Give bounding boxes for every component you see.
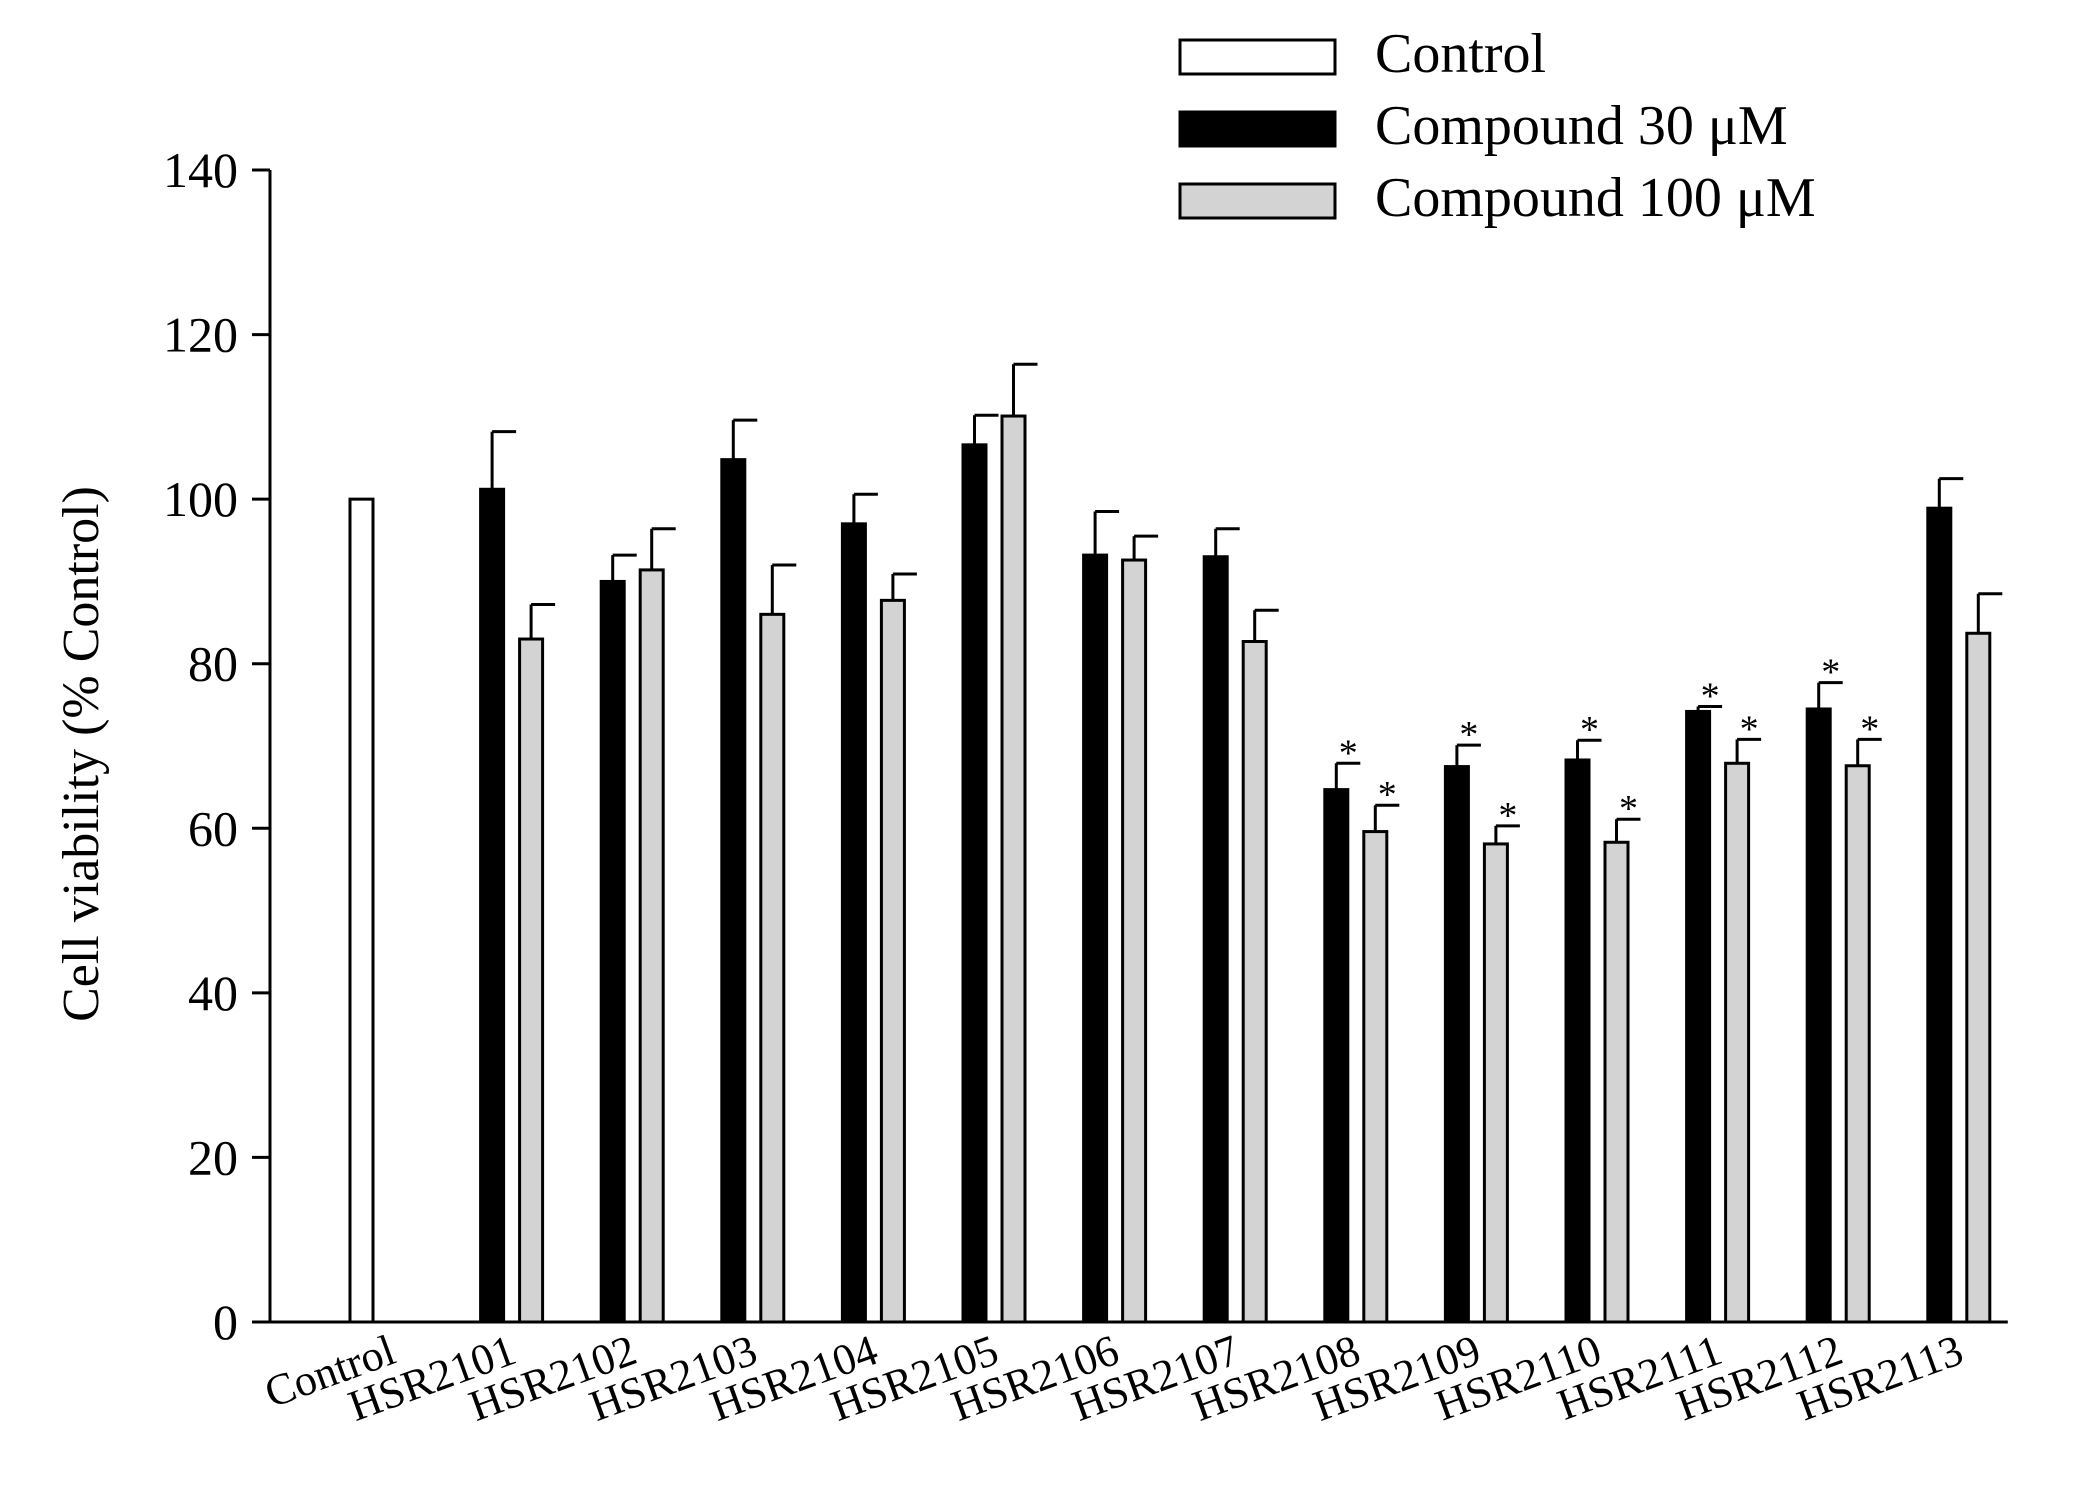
bar <box>1965 631 1992 1324</box>
bar <box>840 522 867 1324</box>
legend-swatch <box>1178 182 1337 220</box>
legend-swatch <box>1178 38 1337 76</box>
bar <box>348 497 375 1324</box>
bar <box>1926 506 1953 1324</box>
bar <box>479 487 506 1324</box>
y-tick-label: 0 <box>213 1294 238 1350</box>
significance-marker: * <box>1821 652 1840 694</box>
bar <box>1202 555 1229 1324</box>
y-tick-label: 20 <box>188 1129 238 1185</box>
y-tick-label: 140 <box>163 142 238 198</box>
error-bars-group <box>490 362 2003 844</box>
significance-marker: * <box>1580 709 1599 751</box>
significance-marker: * <box>1498 795 1517 837</box>
bar <box>1323 788 1350 1324</box>
significance-marker: * <box>1619 788 1638 830</box>
x-axis: ControlHSR2101HSR2102HSR2103HSR2104HSR21… <box>258 1320 2008 1431</box>
y-axis-label: Cell viability (% Control) <box>53 486 110 1022</box>
bar <box>720 458 747 1324</box>
bar <box>1844 764 1871 1324</box>
bar <box>1241 639 1268 1324</box>
bar <box>879 598 906 1324</box>
bar <box>1603 840 1630 1324</box>
bar <box>1724 761 1751 1324</box>
bar <box>518 637 545 1324</box>
bar <box>599 579 626 1324</box>
bar <box>1805 707 1832 1324</box>
bar <box>1564 758 1591 1324</box>
significance-markers-group: * * * * * * * * * * <box>1339 652 1879 837</box>
bar <box>759 612 786 1324</box>
bar <box>1362 830 1389 1324</box>
y-tick-label: 40 <box>188 965 238 1021</box>
bars-group <box>348 414 1992 1324</box>
bar <box>1000 414 1027 1324</box>
bar <box>1482 842 1509 1324</box>
legend: Control Compound 30 μM Compound 100 μM <box>1178 23 1816 229</box>
y-axis: 0 20 40 60 80 100 120 140 <box>163 142 272 1350</box>
bar <box>638 568 665 1324</box>
bar <box>1443 765 1470 1324</box>
significance-marker: * <box>1339 732 1358 774</box>
significance-marker: * <box>1860 708 1879 750</box>
legend-label: Compound 100 μM <box>1375 167 1816 229</box>
y-tick-label: 80 <box>188 636 238 692</box>
bar <box>1685 709 1712 1324</box>
legend-label: Compound 30 μM <box>1375 95 1788 157</box>
bar <box>961 443 988 1324</box>
significance-marker: * <box>1459 714 1478 756</box>
significance-marker: * <box>1740 708 1759 750</box>
y-tick-label: 120 <box>163 307 238 363</box>
legend-swatch <box>1178 110 1337 148</box>
legend-label: Control <box>1375 23 1546 85</box>
y-tick-label: 60 <box>188 800 238 856</box>
bar <box>1082 553 1109 1324</box>
significance-marker: * <box>1378 774 1397 816</box>
significance-marker: * <box>1701 676 1720 718</box>
bar <box>1121 558 1148 1324</box>
y-tick-label: 100 <box>163 471 238 527</box>
